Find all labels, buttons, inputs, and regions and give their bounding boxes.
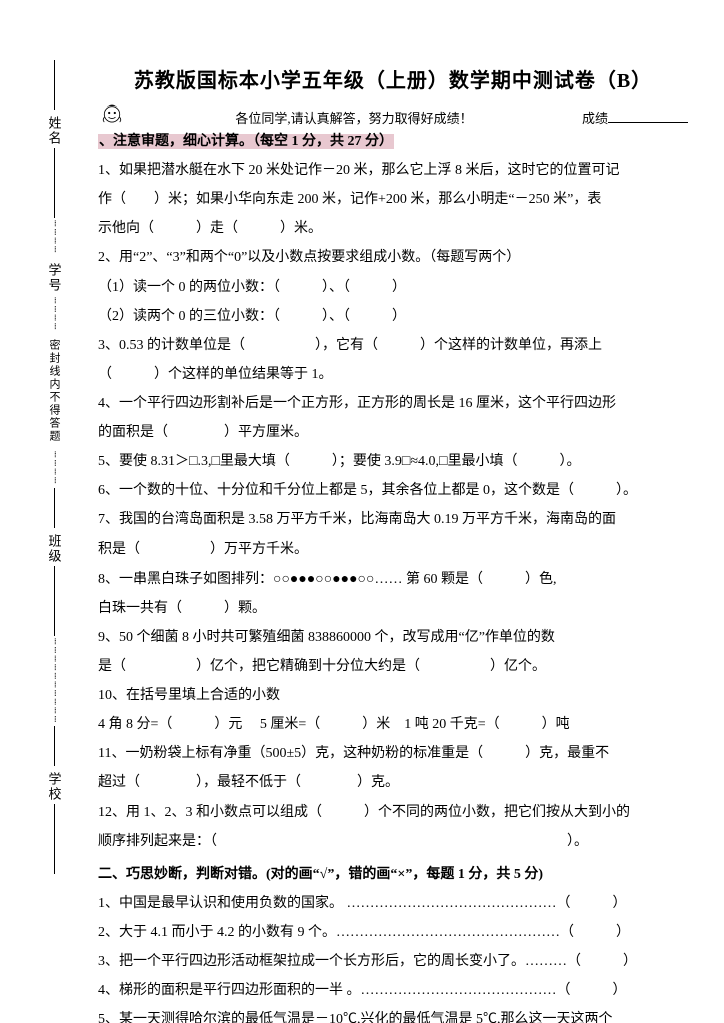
subtitle-center: 各位同学,请认真解答，努力取得好成绩！	[132, 108, 576, 127]
q1-line1: 1、如果把潜水艇在水下 20 米处记作－20 米，那么它上浮 8 米后，这时它的…	[98, 156, 688, 185]
q1-line3: 示他向（ ）走（ ）米。	[98, 214, 688, 243]
section-1-title-text: 、注意审题，细心计算。（每空 1 分，共 27 分）	[98, 134, 394, 149]
mascot-icon	[98, 99, 126, 127]
subtitle-row: 各位同学,请认真解答，努力取得好成绩！ 成绩	[98, 99, 688, 127]
binding-dots: ┈┈┈┈	[49, 220, 60, 255]
q1-line2: 作（ ）米；如果小华向东走 200 米，记作+200 米，那么小明走“－250 …	[98, 185, 688, 214]
q2-sub1: （1）读一个 0 的两位小数：（ ）、（ ）	[98, 273, 688, 302]
q8-post: …… 第 60 颗是（ ）色,	[374, 572, 556, 587]
score-field: 成绩	[582, 108, 688, 127]
q5: 5、要使 8.31＞□.3,□里最大填（ ）；要使 3.9□≈4.0,□里最小填…	[98, 447, 688, 476]
binding-strip: 姓名 ┈┈┈┈ 学号 ┈┈┈┈ 密封线内不得答题 ┈┈┈┈ 班级 ┈┈┈┈┈┈┈…	[30, 60, 78, 960]
binding-dots: ┈┈┈┈	[49, 297, 60, 332]
binding-blank	[54, 726, 55, 766]
q4-line2: 的面积是（ ）平方厘米。	[98, 418, 688, 447]
q2: 2、用“2”、“3”和两个“0”以及小数点按要求组成小数。（每题写两个）	[98, 243, 688, 272]
score-label: 成绩	[582, 111, 608, 126]
binding-blank	[54, 804, 55, 874]
score-blank[interactable]	[608, 110, 688, 123]
q3-line1: 3、0.53 的计数单位是（ ），它有（ ）个这样的计数单位，再添上	[98, 331, 688, 360]
q9-line1: 9、50 个细菌 8 小时共可繁殖细菌 838860000 个，改写成用“亿”作…	[98, 623, 688, 652]
j2: 2、大于 4.1 而小于 4.2 的小数有 9 个。………………………………………	[98, 918, 688, 947]
q3-line2: （ ）个这样的单位结果等于 1。	[98, 360, 688, 389]
q12-line1: 12、用 1、2、3 和小数点可以组成（ ）个不同的两位小数，把它们按从大到小的	[98, 798, 688, 827]
binding-blank	[54, 566, 55, 636]
q10: 10、在括号里填上合适的小数	[98, 681, 688, 710]
exam-title: 苏教版国标本小学五年级（上册）数学期中测试卷（B）	[98, 64, 688, 93]
q9-line2: 是（ ）亿个，把它精确到十分位大约是（ ）亿个。	[98, 652, 688, 681]
q10b: 4 角 8 分=（ ）元 5 厘米=（ ）米 1 吨 20 千克=（ ）吨	[98, 710, 688, 739]
binding-blank	[54, 60, 55, 110]
j5-line1: 5、某一天测得哈尔滨的最低气温是－10℃,兴化的最低气温是 5℃,那么这一天这两…	[98, 1005, 688, 1023]
q12-line2: 顺序排列起来是：（ ）。	[98, 827, 688, 856]
binding-label-name: 姓名	[45, 116, 64, 146]
q8-line1: 8、一串黑白珠子如图排列：○○●●●○○●●●○○…… 第 60 颗是（ ）色,	[98, 564, 688, 594]
binding-dots: ┈┈┈┈	[49, 451, 60, 486]
binding-seal-note: 密封线内不得答题	[46, 339, 62, 443]
q6: 6、一个数的十位、十分位和千分位上都是 5，其余各位上都是 0，这个数是（ ）。	[98, 476, 688, 505]
q8-pre: 8、一串黑白珠子如图排列：	[98, 572, 273, 587]
j4: 4、梯形的面积是平行四边形面积的一半 。……………………………………（ ）	[98, 976, 688, 1005]
q8-line2: 白珠一共有（ ）颗。	[98, 594, 688, 623]
section-1-title: 、注意审题，细心计算。（每空 1 分，共 27 分）	[98, 127, 688, 156]
binding-dots: ┈┈┈┈┈┈┈┈┈┈	[49, 638, 60, 724]
q2-sub2: （2）读两个 0 的三位小数：（ ）、（ ）	[98, 302, 688, 331]
q11-line1: 11、一奶粉袋上标有净重（500±5）克，这种奶粉的标准重是（ ）克，最重不	[98, 739, 688, 768]
binding-label-school: 学校	[45, 772, 64, 802]
binding-label-id: 学号	[45, 263, 64, 293]
q11-line2: 超过（ ），最轻不低于（ ）克。	[98, 768, 688, 797]
section-2-title: 二、巧思妙断，判断对错。(对的画“√”，错的画“×”，每题 1 分，共 5 分)	[98, 860, 688, 889]
q4-line1: 4、一个平行四边形割补后是一个正方形，正方形的周长是 16 厘米，这个平行四边形	[98, 389, 688, 418]
exam-sheet: 姓名 ┈┈┈┈ 学号 ┈┈┈┈ 密封线内不得答题 ┈┈┈┈ 班级 ┈┈┈┈┈┈┈…	[0, 0, 724, 1023]
encourage-text: 各位同学,请认真解答，努力取得好成绩！	[132, 108, 576, 127]
j3: 3、把一个平行四边形活动框架拉成一个长方形后，它的周长变小了。………（ ）	[98, 947, 688, 976]
q7-line2: 积是（ ）万平方千米。	[98, 535, 688, 564]
binding-blank	[54, 488, 55, 528]
bead-pattern: ○○●●●○○●●●○○	[273, 570, 374, 586]
j1: 1、中国是最早认识和使用负数的国家。 ………………………………………（ ）	[98, 889, 688, 918]
binding-blank	[54, 148, 55, 218]
content-area: 苏教版国标本小学五年级（上册）数学期中测试卷（B） 各位同学,请认真解答，努力取…	[98, 64, 688, 1023]
q7-line1: 7、我国的台湾岛面积是 3.58 万平方千米，比海南岛大 0.19 万平方千米，…	[98, 505, 688, 534]
binding-label-class: 班级	[45, 534, 64, 564]
